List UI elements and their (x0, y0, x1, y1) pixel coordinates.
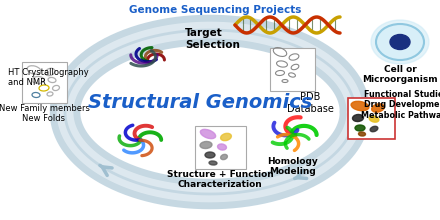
Ellipse shape (209, 161, 217, 165)
Ellipse shape (355, 125, 365, 131)
Ellipse shape (220, 154, 227, 160)
Text: Structural Genomics: Structural Genomics (88, 92, 312, 112)
Text: PDB
Database: PDB Database (286, 92, 334, 114)
Text: New Family members
New Folds: New Family members New Folds (0, 104, 89, 123)
Ellipse shape (217, 144, 227, 150)
Ellipse shape (352, 114, 363, 121)
Ellipse shape (200, 141, 212, 148)
FancyBboxPatch shape (348, 97, 395, 139)
Ellipse shape (376, 24, 424, 60)
Ellipse shape (369, 116, 379, 122)
Ellipse shape (371, 20, 429, 64)
Ellipse shape (359, 132, 366, 136)
Ellipse shape (390, 35, 410, 50)
Ellipse shape (200, 129, 216, 139)
Text: Structure + Function
Characterization: Structure + Function Characterization (167, 170, 273, 189)
Ellipse shape (370, 126, 378, 132)
Text: HT Crystallography
and NMR: HT Crystallography and NMR (8, 68, 89, 87)
Ellipse shape (220, 133, 231, 141)
Text: Functional Studies
Drug Development
Metabolic Pathways: Functional Studies Drug Development Meta… (361, 90, 440, 120)
FancyBboxPatch shape (269, 48, 315, 90)
Ellipse shape (351, 101, 369, 111)
Text: Genome Sequencing Projects: Genome Sequencing Projects (129, 5, 301, 15)
FancyBboxPatch shape (194, 125, 246, 169)
Text: Cell or
Microorganism: Cell or Microorganism (362, 65, 438, 84)
Text: Homology
Modeling: Homology Modeling (268, 157, 319, 176)
Ellipse shape (372, 104, 385, 112)
Ellipse shape (205, 152, 215, 158)
FancyBboxPatch shape (22, 62, 66, 103)
Text: Target
Selection: Target Selection (185, 28, 240, 50)
